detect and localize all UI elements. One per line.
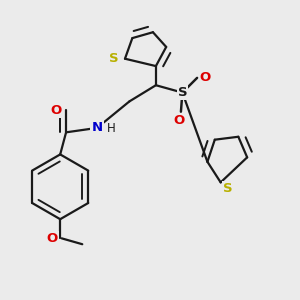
Text: O: O: [51, 104, 62, 117]
Text: S: S: [223, 182, 233, 195]
Text: O: O: [200, 71, 211, 84]
Text: N: N: [92, 122, 103, 134]
Text: H: H: [107, 122, 116, 135]
Text: S: S: [178, 86, 187, 99]
Text: O: O: [46, 232, 58, 245]
Text: O: O: [174, 114, 185, 127]
Text: S: S: [109, 52, 118, 65]
